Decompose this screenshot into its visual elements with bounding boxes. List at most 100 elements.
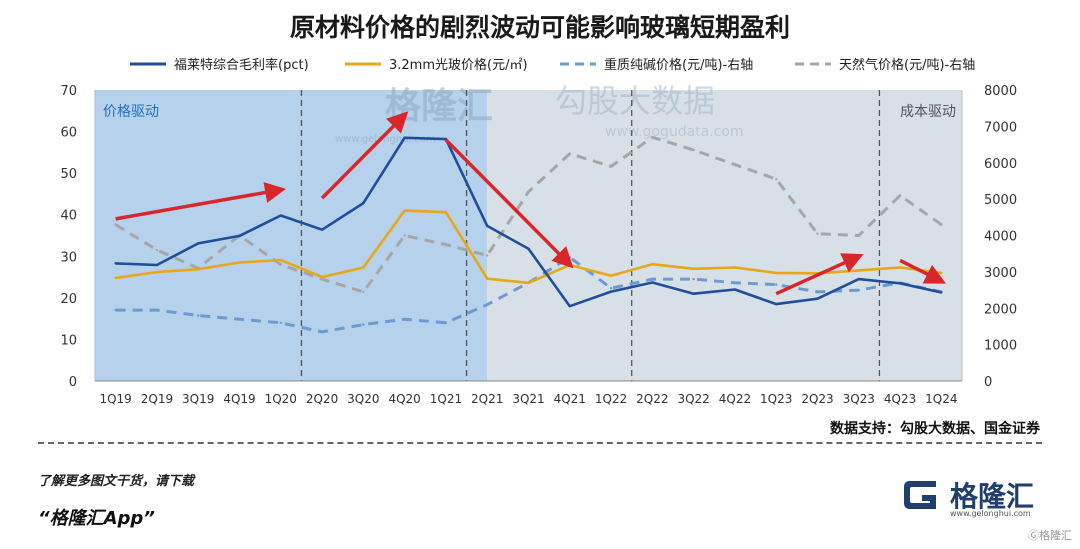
series-2-point: [692, 277, 695, 281]
series-2-point: [197, 314, 200, 317]
y-right-tick-label: 0: [984, 375, 992, 390]
series-2-point: [775, 283, 778, 286]
series-0-point: [609, 290, 613, 293]
watermark-data-brand: 勾股大数据: [555, 82, 715, 120]
series-0-point: [816, 297, 819, 300]
x-tick-label: 3Q21: [512, 392, 544, 406]
x-tick-label: 2Q21: [471, 392, 503, 406]
x-tick-label: 1Q21: [430, 392, 462, 406]
series-3-point: [486, 254, 489, 257]
legend-label-0: 福莱特综合毛利率(pct): [174, 57, 309, 73]
x-tick-label: 1Q23: [760, 392, 792, 406]
y-left-tick-label: 0: [69, 375, 77, 390]
chart-canvas: 价格驱动 成本驱动 格隆汇 www.gelonghui.com 勾股大数据 www…: [60, 57, 1017, 406]
y-left-tick-label: 20: [60, 292, 77, 307]
x-tick-label: 4Q21: [554, 392, 586, 406]
series-3-point: [155, 248, 159, 252]
trend-arrow-1: [320, 111, 409, 200]
region-label-1: 成本驱动: [900, 104, 956, 120]
series-line-2: [115, 255, 942, 334]
series-1-point: [486, 277, 489, 280]
series-0-point: [486, 224, 489, 228]
series-0-point: [775, 302, 778, 306]
series-0-point: [898, 282, 902, 285]
series-0-point: [155, 263, 159, 267]
x-tick-label: 4Q23: [884, 392, 916, 406]
series-1-point: [114, 276, 117, 280]
y-right-tick-label: 3000: [984, 266, 1017, 281]
series-0-point: [238, 234, 241, 238]
divider: [38, 442, 1042, 444]
series-2-point: [238, 317, 241, 321]
x-tick-label: 4Q20: [388, 392, 420, 406]
series-3-point: [362, 290, 365, 294]
trend-arrow-0: [115, 182, 286, 221]
series-1-point: [197, 267, 200, 271]
series-3-point: [527, 190, 530, 194]
watermark: 格隆汇 www.gelonghui.com 勾股大数据 www.gogudata…: [335, 82, 744, 145]
x-tick-label: 2Q22: [636, 392, 668, 406]
series-3-point: [940, 223, 943, 226]
series-1-point: [692, 267, 695, 270]
series-0-point: [403, 136, 406, 140]
x-tick-label: 1Q19: [99, 392, 131, 406]
x-tick-label: 4Q19: [223, 392, 255, 406]
series-2-point: [568, 256, 571, 259]
series-1-point: [940, 271, 943, 275]
y-right-tick-label: 5000: [984, 193, 1017, 208]
series-3-point: [857, 234, 860, 237]
series-2-point: [403, 317, 406, 321]
x-tick-label: 2Q19: [141, 392, 173, 406]
series-0-point: [733, 288, 737, 291]
series-3-point: [733, 163, 737, 166]
x-tick-label: 2Q23: [801, 392, 833, 406]
series-2-point: [733, 281, 737, 284]
series-0-point: [692, 292, 695, 295]
series-1-point: [733, 266, 737, 269]
x-tick-label: 3Q19: [182, 392, 214, 406]
series-1-point: [362, 266, 365, 269]
chart-title: 原材料价格的剧烈波动可能影响玻璃短期盈利: [289, 13, 790, 42]
series-3-point: [609, 165, 613, 168]
region-1: [487, 90, 962, 381]
series-2-point: [114, 308, 117, 312]
series-0-point: [320, 228, 324, 231]
series-1-point: [609, 274, 613, 278]
series-0-point: [279, 214, 282, 217]
series-3-point: [444, 243, 448, 246]
series-1-point: [651, 262, 654, 266]
y-right-tick-label: 4000: [984, 230, 1017, 245]
y-left-tick-label: 60: [60, 126, 77, 141]
series-2-point: [320, 330, 324, 334]
y-right-tick-label: 6000: [984, 157, 1017, 172]
logo-g-icon: [904, 481, 936, 509]
series-3-point: [816, 232, 819, 235]
x-tick-label: 4Q22: [719, 392, 751, 406]
trend-arrow-3: [775, 253, 864, 296]
series-1-point: [403, 209, 406, 212]
x-tick-label: 3Q22: [677, 392, 709, 406]
series-2-point: [857, 288, 860, 292]
trend-arrow-4: [899, 258, 947, 284]
series-3-point: [651, 136, 654, 139]
series-3-point: [320, 277, 324, 281]
series-0-point: [527, 247, 530, 251]
series-2-point: [609, 287, 613, 290]
y-right-tick-label: 1000: [984, 339, 1017, 354]
y-left-tick-label: 40: [60, 209, 77, 224]
series-1-point: [155, 270, 159, 274]
series-2-point: [279, 321, 282, 324]
y-left-tick-label: 30: [60, 250, 77, 265]
logo-text: 格隆汇: [950, 480, 1035, 513]
watermark-brand-url: www.gelonghui.com: [335, 134, 436, 145]
series-3-point: [568, 152, 571, 155]
series-3-point: [114, 223, 117, 226]
x-tick-label: 1Q24: [925, 392, 957, 406]
series-1-point: [444, 211, 448, 214]
series-1-point: [238, 261, 241, 264]
y-right-tick-label: 2000: [984, 302, 1017, 317]
series-1-point: [527, 281, 530, 285]
legend-label-3: 天然气价格(元/吨)-右轴: [839, 57, 975, 73]
series-1-point: [857, 269, 860, 272]
series-0-point: [857, 277, 860, 281]
